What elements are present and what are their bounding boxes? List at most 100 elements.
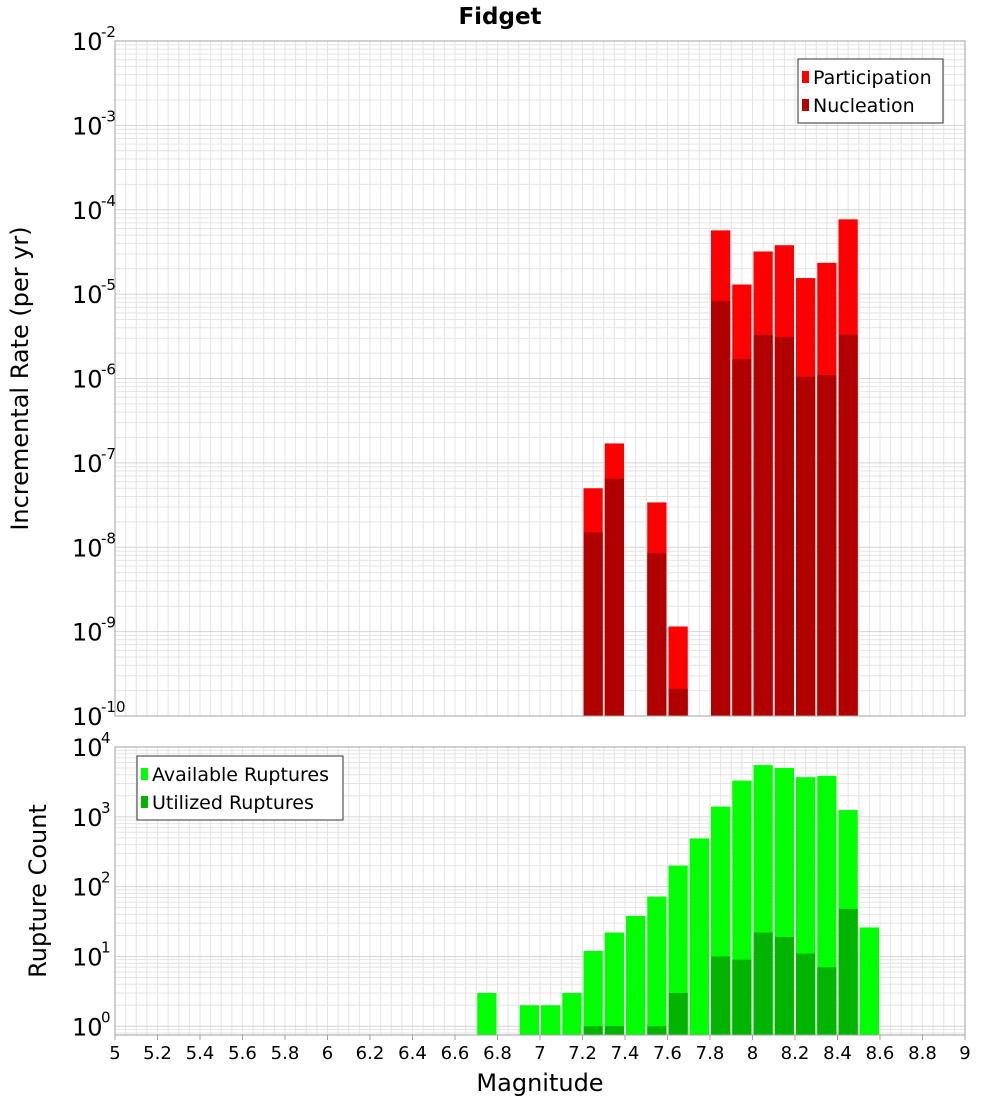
x-tick-label: 6.2 (356, 1043, 385, 1064)
legend-label: Available Ruptures (152, 764, 329, 786)
rate-legend: Participation Nucleation (797, 58, 944, 124)
y-tick-label: 103 (72, 799, 111, 832)
bar-nucleation (817, 375, 837, 716)
bar-utilized-ruptures (732, 959, 752, 1035)
y-tick-label: 10-4 (72, 192, 116, 225)
x-tick-label: 6.8 (483, 1043, 512, 1064)
y-tick-base: 10 (72, 734, 103, 762)
y-tick-exponent: 3 (101, 799, 111, 817)
rate-grid (114, 41, 966, 717)
bar-available-ruptures (604, 932, 624, 1035)
y-tick-exponent: -4 (101, 192, 116, 210)
bar-available-ruptures (583, 950, 603, 1035)
x-tick-label: 5.8 (271, 1043, 300, 1064)
count-legend: Available Ruptures Utilized Ruptures (136, 755, 344, 821)
y-tick-base: 10 (72, 804, 103, 832)
y-tick-exponent: 1 (101, 938, 111, 956)
bar-nucleation (753, 334, 773, 716)
bar-available-ruptures (647, 896, 667, 1035)
bar-available-ruptures (859, 927, 879, 1035)
y-tick-exponent: -2 (101, 23, 116, 41)
bar-utilized-ruptures (583, 1026, 603, 1035)
rate-y-axis-label: Incremental Rate (per yr) (6, 226, 34, 530)
x-tick-label: 5.2 (143, 1043, 172, 1064)
y-tick-label: 10-7 (72, 445, 116, 478)
bar-nucleation (711, 300, 731, 716)
y-tick-exponent: 0 (101, 1008, 111, 1026)
x-tick-label: 7 (534, 1043, 545, 1064)
y-tick-exponent: 4 (101, 729, 111, 747)
rate-plot-area (114, 40, 966, 717)
x-tick-label: 6.4 (398, 1043, 427, 1064)
y-tick-base: 10 (72, 1013, 103, 1041)
bar-utilized-ruptures (753, 932, 773, 1035)
x-tick-label: 7.8 (696, 1043, 725, 1064)
bar-available-ruptures (689, 838, 709, 1035)
count-y-axis-label: Rupture Count (24, 804, 52, 978)
x-tick-label: 6.6 (441, 1043, 470, 1064)
chart-title: Fidget (458, 4, 541, 30)
legend-label: Nucleation (813, 95, 915, 117)
rate-bars (583, 219, 858, 717)
bar-nucleation (647, 553, 667, 716)
bar-available-ruptures (519, 1005, 539, 1035)
y-tick-label: 101 (72, 938, 111, 971)
y-tick-exponent: -7 (101, 445, 116, 463)
legend-box (136, 755, 344, 821)
legend-label: Utilized Ruptures (152, 792, 314, 814)
y-tick-base: 10 (72, 450, 103, 478)
legend-box (797, 58, 944, 124)
x-tick-label: 8.6 (866, 1043, 895, 1064)
y-tick-label: 102 (72, 869, 111, 902)
y-tick-exponent: -6 (101, 361, 116, 379)
x-axis-label: Magnitude (476, 1069, 603, 1097)
bar-available-ruptures (477, 992, 497, 1035)
y-tick-exponent: -9 (101, 614, 116, 632)
magnitude-x-ticks: 5 5.2 5.4 5.6 5.8 6 6.2 6.4 6.6 6.8 7 7.2 7.4 7.6 7.8 8… (109, 1035, 971, 1064)
y-tick-base: 10 (72, 943, 103, 971)
x-tick-label: 7.2 (568, 1043, 597, 1064)
bar-nucleation (774, 337, 794, 716)
x-tick-label: 5.4 (186, 1043, 215, 1064)
legend-label: Participation (813, 67, 932, 89)
bar-utilized-ruptures (796, 953, 816, 1035)
x-tick-label: 5 (109, 1043, 120, 1064)
y-tick-base: 10 (72, 281, 103, 309)
y-tick-label: 100 (72, 1008, 111, 1041)
y-tick-base: 10 (72, 874, 103, 902)
bar-nucleation (668, 688, 688, 716)
legend-swatch (141, 796, 148, 808)
y-tick-exponent: 2 (101, 869, 111, 887)
bar-nucleation (796, 376, 816, 716)
bar-available-ruptures (626, 915, 646, 1035)
bar-available-ruptures (668, 865, 688, 1035)
x-tick-label: 7.6 (653, 1043, 682, 1064)
bar-nucleation (838, 334, 858, 716)
x-tick-label: 9 (959, 1043, 970, 1064)
x-tick-label: 5.6 (228, 1043, 257, 1064)
y-tick-base: 10 (72, 197, 103, 225)
y-tick-label: 10-8 (72, 529, 116, 562)
y-tick-base: 10 (72, 112, 103, 140)
x-tick-label: 8.8 (908, 1043, 937, 1064)
y-tick-base: 10 (72, 534, 103, 562)
y-tick-label: 10-2 (72, 23, 116, 56)
legend-swatch (802, 99, 809, 111)
y-tick-exponent: -3 (101, 107, 116, 125)
x-tick-label: 7.4 (611, 1043, 640, 1064)
bar-utilized-ruptures (604, 1026, 624, 1035)
bar-utilized-ruptures (711, 956, 731, 1035)
x-tick-label: 8.4 (823, 1043, 852, 1064)
count-bars (477, 765, 879, 1035)
y-tick-exponent: -10 (101, 698, 126, 716)
bar-utilized-ruptures (647, 1026, 667, 1035)
bar-nucleation (604, 478, 624, 716)
bar-utilized-ruptures (774, 936, 794, 1035)
x-tick-label: 8 (747, 1043, 758, 1064)
y-tick-base: 10 (72, 366, 103, 394)
y-tick-label: 10-6 (72, 361, 116, 394)
y-tick-label: 10-10 (72, 698, 126, 731)
